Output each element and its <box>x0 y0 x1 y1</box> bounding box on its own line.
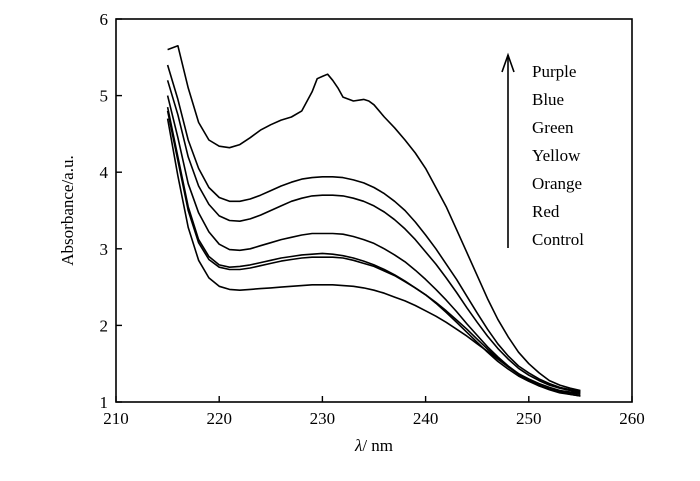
legend-arrow-up-icon <box>501 52 515 73</box>
x-axis-unit: / nm <box>362 436 393 455</box>
y-tick-label-2: 2 <box>100 316 109 335</box>
y-axis-title: Absorbance/a.u. <box>58 155 77 265</box>
series-line-blue <box>166 64 581 393</box>
y-tick-label-6: 6 <box>100 10 109 29</box>
series-layer <box>166 45 581 397</box>
y-tick-label-5: 5 <box>100 87 109 106</box>
plot-frame <box>115 18 633 403</box>
legend-item-green: Green <box>532 118 574 137</box>
x-tick-label-260: 260 <box>619 409 645 428</box>
x-axis-title: λ/ nm <box>354 436 393 455</box>
series-line-orange <box>166 106 581 396</box>
legend-item-red: Red <box>532 202 560 221</box>
x-tick-label-230: 230 <box>310 409 336 428</box>
series-line-green <box>166 80 581 393</box>
legend-item-yellow: Yellow <box>532 146 581 165</box>
legend-item-control: Control <box>532 230 584 249</box>
y-tick-label-1: 1 <box>100 393 109 412</box>
y-tick-label-3: 3 <box>100 240 109 259</box>
axis-tick-labels: 210 220 230 240 250 260 1 2 3 4 5 6 <box>100 10 645 428</box>
x-tick-label-240: 240 <box>413 409 439 428</box>
y-tick-label-4: 4 <box>100 163 109 182</box>
series-line-yellow <box>166 95 581 394</box>
x-tick-label-250: 250 <box>516 409 542 428</box>
legend-item-blue: Blue <box>532 90 564 109</box>
x-axis-symbol: λ <box>354 436 362 455</box>
series-line-purple <box>167 45 581 392</box>
series-line-control <box>166 118 581 397</box>
legend-item-purple: Purple <box>532 62 576 81</box>
x-tick-label-220: 220 <box>206 409 232 428</box>
axis-ticks <box>115 18 633 403</box>
x-tick-label-210: 210 <box>103 409 129 428</box>
legend-item-orange: Orange <box>532 174 582 193</box>
legend: Purple Blue Green Yellow Orange Red Control <box>501 52 584 249</box>
